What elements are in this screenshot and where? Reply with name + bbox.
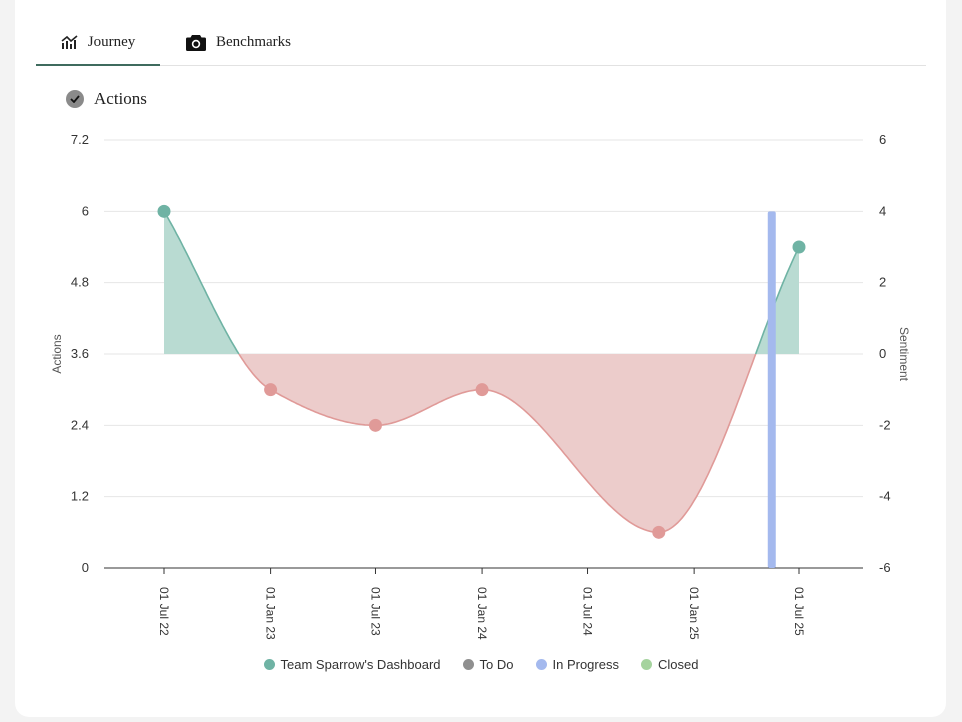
y-tick-label: 0 bbox=[82, 560, 89, 575]
legend-dot-icon bbox=[535, 659, 547, 670]
legend-item[interactable]: To Do bbox=[462, 657, 514, 672]
legend-label: In Progress bbox=[552, 657, 619, 672]
legend-item[interactable]: Closed bbox=[640, 657, 699, 672]
camera-icon bbox=[186, 34, 206, 51]
y2-axis-title: Sentiment bbox=[897, 327, 911, 382]
legend-item[interactable]: In Progress bbox=[535, 657, 619, 672]
sentiment-line-positive bbox=[754, 246, 800, 355]
y2-tick-label: -4 bbox=[879, 489, 891, 504]
y2-tick-label: -2 bbox=[879, 417, 891, 432]
sentiment-point[interactable] bbox=[792, 240, 806, 254]
y-tick-label: 4.8 bbox=[71, 275, 89, 290]
y2-tick-label: 6 bbox=[879, 132, 886, 147]
y-tick-label: 1.2 bbox=[71, 489, 89, 504]
x-tick-label: 01 Jul 25 bbox=[792, 587, 806, 636]
area-negative bbox=[238, 354, 756, 533]
x-tick-label: 01 Jan 24 bbox=[475, 587, 489, 640]
x-tick-label: 01 Jan 23 bbox=[264, 587, 278, 640]
x-tick-label: 01 Jul 24 bbox=[581, 587, 595, 636]
sentiment-point[interactable] bbox=[157, 204, 171, 218]
area-positive bbox=[755, 247, 799, 354]
x-tick-label: 01 Jan 25 bbox=[687, 587, 701, 640]
tab-benchmarks-label: Benchmarks bbox=[216, 33, 291, 50]
y2-tick-label: 4 bbox=[879, 203, 886, 218]
legend-dot-icon bbox=[462, 659, 474, 670]
y2-tick-label: -6 bbox=[879, 560, 891, 575]
y-tick-label: 2.4 bbox=[71, 417, 89, 432]
y2-tick-label: 2 bbox=[879, 275, 886, 290]
sentiment-point[interactable] bbox=[264, 383, 278, 397]
chart-legend: Team Sparrow's Dashboard To Do In Progress… bbox=[0, 657, 962, 672]
sentiment-point[interactable] bbox=[652, 525, 666, 539]
in-progress-bar bbox=[767, 211, 776, 569]
legend-label: Closed bbox=[657, 657, 699, 672]
tab-bar: Journey Benchmarks bbox=[36, 20, 926, 66]
legend-label: Team Sparrow's Dashboard bbox=[280, 657, 441, 672]
sentiment-point[interactable] bbox=[368, 418, 382, 432]
legend-dot-icon bbox=[640, 659, 652, 670]
section-title: Actions bbox=[94, 89, 147, 108]
check-circle-icon bbox=[66, 90, 84, 108]
section-header: Actions bbox=[66, 89, 147, 109]
legend-label: To Do bbox=[479, 657, 514, 672]
legend-item[interactable]: Team Sparrow's Dashboard bbox=[263, 657, 441, 672]
y-tick-label: 6 bbox=[82, 203, 89, 218]
x-tick-label: 01 Jul 23 bbox=[368, 587, 382, 636]
tab-benchmarks[interactable]: Benchmarks bbox=[186, 20, 306, 64]
tab-journey-label: Journey bbox=[87, 33, 136, 50]
legend-dot-icon bbox=[263, 659, 275, 670]
chart-line-icon bbox=[61, 35, 78, 49]
y-tick-label: 3.6 bbox=[71, 346, 89, 361]
y-axis-title: Actions bbox=[50, 334, 64, 373]
y-tick-label: 7.2 bbox=[71, 132, 89, 147]
x-tick-label: 01 Jul 22 bbox=[157, 587, 171, 636]
y2-tick-label: 0 bbox=[879, 346, 886, 361]
sentiment-point[interactable] bbox=[475, 383, 489, 397]
tab-journey[interactable]: Journey bbox=[36, 20, 160, 66]
sentiment-line-positive bbox=[163, 210, 240, 355]
